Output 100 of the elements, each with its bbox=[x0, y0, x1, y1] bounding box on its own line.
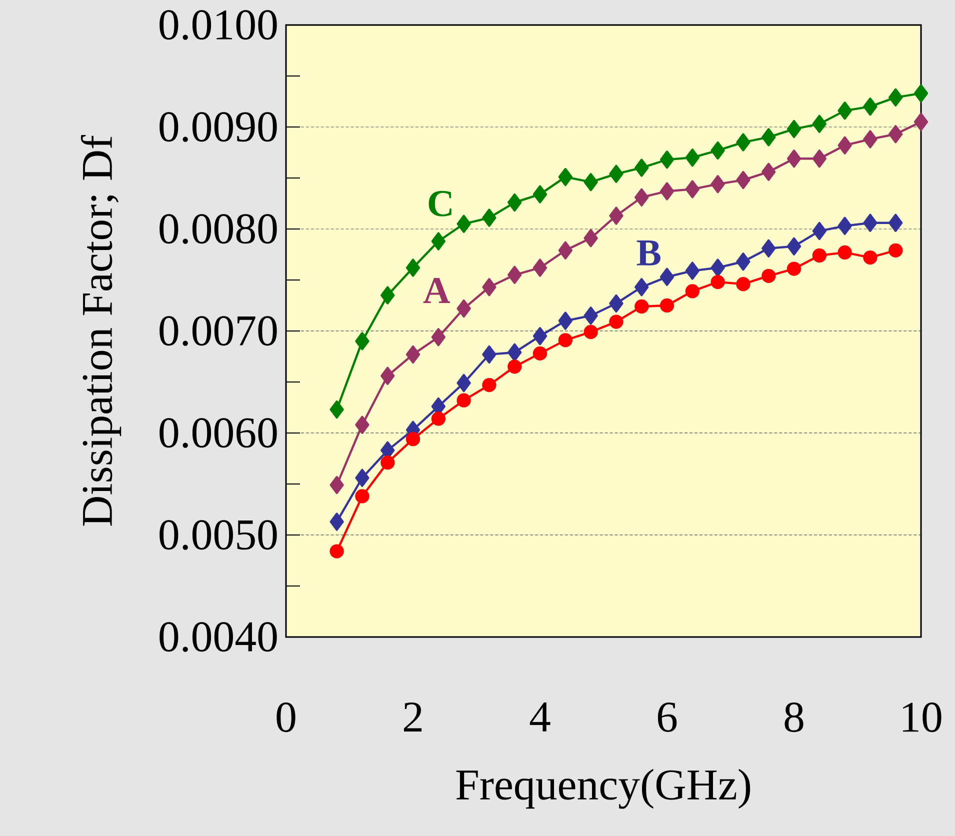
series-label: C bbox=[428, 190, 452, 216]
y-tick-label: 0.0060 bbox=[160, 418, 277, 448]
point bbox=[584, 306, 598, 325]
point bbox=[888, 243, 903, 258]
point bbox=[330, 512, 344, 531]
point bbox=[406, 432, 420, 446]
point bbox=[786, 262, 802, 276]
series-label: A bbox=[423, 278, 450, 304]
point bbox=[532, 327, 548, 346]
point bbox=[812, 114, 826, 133]
y-tick-label: 0.0090 bbox=[160, 112, 277, 142]
point bbox=[406, 258, 420, 277]
point bbox=[710, 274, 725, 290]
point bbox=[609, 294, 624, 313]
point bbox=[609, 314, 624, 329]
point bbox=[584, 229, 598, 248]
point bbox=[786, 120, 802, 138]
point bbox=[532, 346, 548, 360]
point bbox=[330, 544, 344, 558]
point bbox=[685, 262, 700, 280]
point bbox=[558, 312, 572, 330]
point bbox=[634, 188, 649, 206]
x-tick-label: 10 bbox=[902, 702, 942, 732]
x-tick-label: 4 bbox=[530, 702, 550, 732]
point bbox=[812, 248, 826, 263]
point bbox=[532, 258, 548, 277]
point bbox=[838, 245, 852, 260]
point bbox=[355, 468, 370, 487]
point bbox=[609, 164, 624, 183]
point bbox=[660, 182, 674, 200]
y-tick-label: 0.0050 bbox=[160, 520, 277, 550]
x-tick-label: 6 bbox=[658, 702, 677, 732]
point bbox=[634, 158, 649, 177]
point bbox=[888, 125, 903, 144]
point bbox=[812, 222, 826, 240]
point bbox=[482, 208, 496, 227]
point bbox=[456, 374, 471, 392]
point bbox=[685, 180, 700, 198]
point bbox=[380, 455, 395, 470]
point bbox=[888, 88, 903, 106]
point bbox=[558, 241, 572, 260]
point bbox=[380, 366, 395, 385]
point bbox=[508, 266, 522, 284]
y-axis-title: Dissipation Factor; Df bbox=[80, 134, 122, 526]
point bbox=[431, 328, 446, 346]
point bbox=[456, 393, 471, 408]
point bbox=[456, 214, 471, 233]
point bbox=[786, 237, 802, 256]
point bbox=[660, 150, 674, 169]
point bbox=[355, 416, 370, 434]
point bbox=[762, 128, 776, 146]
point bbox=[914, 84, 928, 102]
point bbox=[482, 278, 496, 296]
point bbox=[508, 343, 522, 362]
point bbox=[685, 148, 700, 167]
point bbox=[736, 170, 750, 190]
point bbox=[355, 332, 370, 350]
point bbox=[431, 412, 446, 426]
point bbox=[736, 133, 750, 152]
point bbox=[710, 141, 725, 160]
point bbox=[736, 252, 750, 271]
x-axis-title: Frequency(GHz) bbox=[456, 768, 750, 809]
point bbox=[838, 136, 852, 154]
y-tick-label: 0.0080 bbox=[160, 214, 277, 244]
point bbox=[762, 239, 776, 258]
point bbox=[710, 258, 725, 277]
point bbox=[736, 276, 750, 292]
point bbox=[660, 298, 674, 313]
point bbox=[634, 299, 649, 314]
point bbox=[762, 268, 776, 283]
point bbox=[660, 268, 674, 286]
point bbox=[888, 214, 903, 232]
x-tick-label: 0 bbox=[276, 702, 296, 732]
point bbox=[838, 102, 852, 120]
point bbox=[863, 130, 878, 148]
point bbox=[406, 345, 420, 364]
point bbox=[584, 173, 598, 192]
series-label: B bbox=[636, 240, 660, 266]
point bbox=[863, 98, 878, 116]
point bbox=[508, 360, 522, 374]
point bbox=[380, 286, 395, 304]
point bbox=[431, 232, 446, 250]
point bbox=[634, 278, 649, 296]
point bbox=[355, 489, 370, 504]
point bbox=[914, 112, 928, 131]
point bbox=[863, 250, 878, 265]
y-tick-label: 0.0070 bbox=[160, 316, 277, 346]
point bbox=[508, 193, 522, 212]
y-tick-label: 0.0040 bbox=[160, 622, 277, 652]
point bbox=[838, 216, 852, 235]
point bbox=[558, 333, 572, 348]
point bbox=[482, 345, 496, 364]
point bbox=[330, 476, 344, 494]
point bbox=[584, 324, 598, 340]
point bbox=[330, 400, 344, 419]
point bbox=[685, 284, 700, 298]
y-tick-label: 0.0100 bbox=[160, 10, 277, 40]
point bbox=[786, 150, 802, 168]
point bbox=[812, 150, 826, 168]
point bbox=[609, 206, 624, 225]
